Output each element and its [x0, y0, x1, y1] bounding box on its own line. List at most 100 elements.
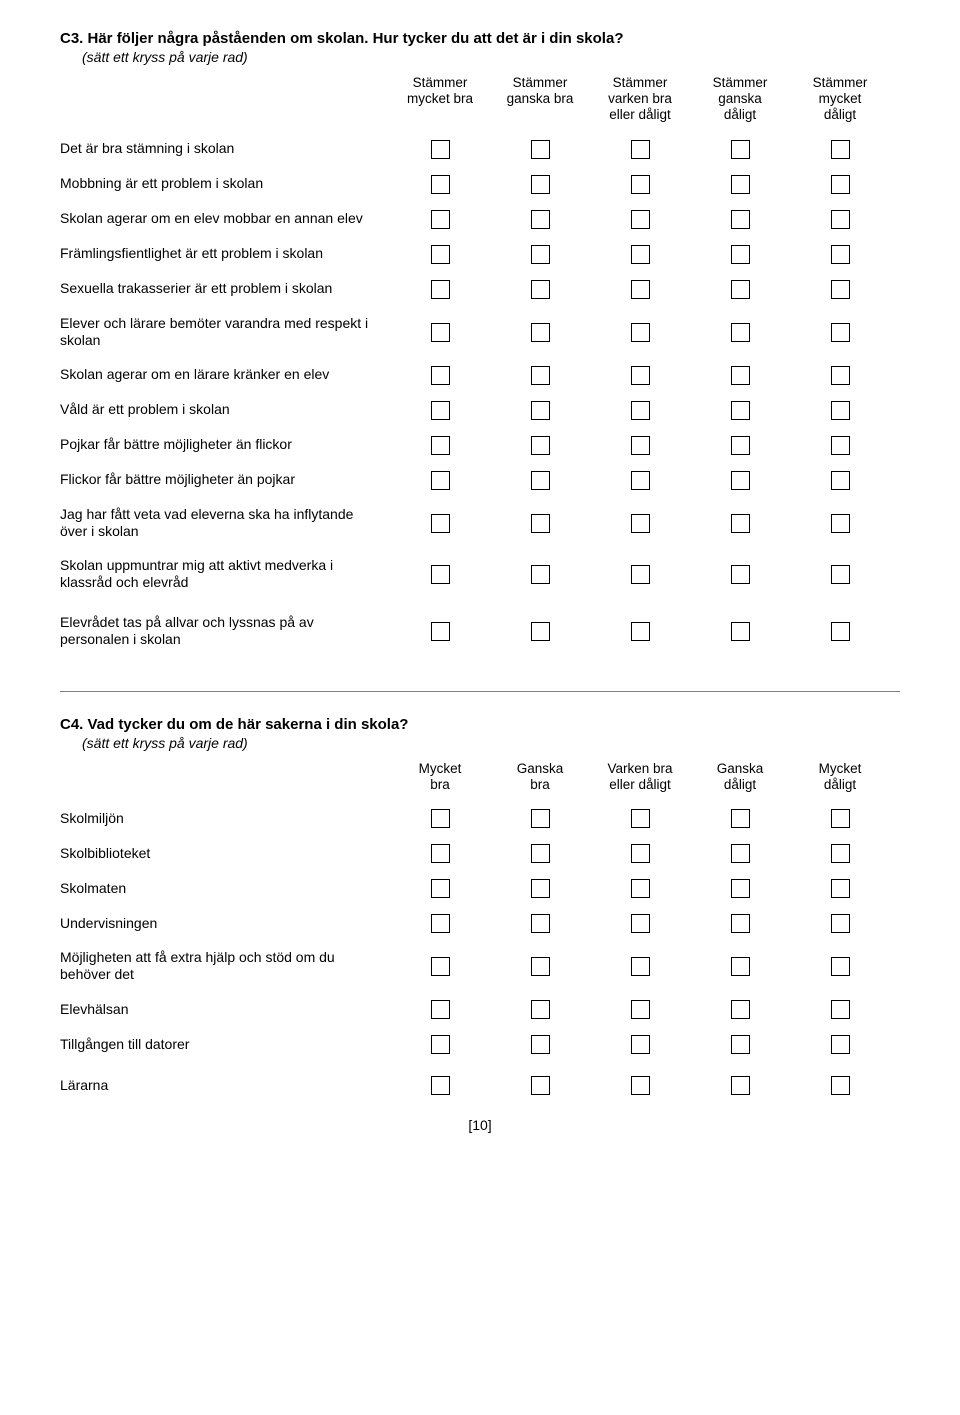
- checkbox[interactable]: [831, 622, 850, 641]
- checkbox[interactable]: [531, 514, 550, 533]
- checkbox[interactable]: [531, 622, 550, 641]
- checkbox[interactable]: [631, 366, 650, 385]
- checkbox[interactable]: [431, 957, 450, 976]
- checkbox[interactable]: [731, 957, 750, 976]
- checkbox[interactable]: [831, 1035, 850, 1054]
- checkbox[interactable]: [831, 366, 850, 385]
- checkbox[interactable]: [631, 1076, 650, 1095]
- checkbox[interactable]: [631, 323, 650, 342]
- checkbox[interactable]: [431, 436, 450, 455]
- checkbox[interactable]: [731, 1035, 750, 1054]
- checkbox[interactable]: [731, 914, 750, 933]
- checkbox[interactable]: [531, 471, 550, 490]
- checkbox[interactable]: [631, 809, 650, 828]
- checkbox[interactable]: [531, 914, 550, 933]
- checkbox[interactable]: [831, 323, 850, 342]
- checkbox[interactable]: [831, 175, 850, 194]
- checkbox[interactable]: [531, 140, 550, 159]
- checkbox[interactable]: [431, 914, 450, 933]
- checkbox[interactable]: [731, 140, 750, 159]
- checkbox[interactable]: [631, 957, 650, 976]
- checkbox[interactable]: [831, 957, 850, 976]
- checkbox[interactable]: [431, 514, 450, 533]
- checkbox[interactable]: [431, 401, 450, 420]
- checkbox[interactable]: [731, 366, 750, 385]
- checkbox[interactable]: [731, 879, 750, 898]
- checkbox[interactable]: [831, 245, 850, 264]
- checkbox[interactable]: [431, 622, 450, 641]
- checkbox[interactable]: [831, 401, 850, 420]
- checkbox[interactable]: [831, 1076, 850, 1095]
- checkbox[interactable]: [531, 323, 550, 342]
- checkbox[interactable]: [831, 280, 850, 299]
- checkbox[interactable]: [631, 280, 650, 299]
- checkbox[interactable]: [631, 622, 650, 641]
- checkbox[interactable]: [431, 809, 450, 828]
- checkbox[interactable]: [531, 809, 550, 828]
- checkbox[interactable]: [431, 210, 450, 229]
- checkbox[interactable]: [731, 844, 750, 863]
- checkbox[interactable]: [631, 844, 650, 863]
- checkbox[interactable]: [731, 565, 750, 584]
- checkbox[interactable]: [631, 914, 650, 933]
- checkbox[interactable]: [831, 140, 850, 159]
- checkbox[interactable]: [731, 436, 750, 455]
- checkbox[interactable]: [531, 1035, 550, 1054]
- checkbox[interactable]: [431, 879, 450, 898]
- checkbox[interactable]: [431, 844, 450, 863]
- checkbox[interactable]: [731, 1076, 750, 1095]
- checkbox[interactable]: [631, 879, 650, 898]
- checkbox[interactable]: [531, 565, 550, 584]
- checkbox[interactable]: [731, 280, 750, 299]
- checkbox[interactable]: [531, 957, 550, 976]
- checkbox[interactable]: [631, 210, 650, 229]
- checkbox[interactable]: [531, 210, 550, 229]
- checkbox[interactable]: [731, 622, 750, 641]
- checkbox[interactable]: [531, 1076, 550, 1095]
- checkbox[interactable]: [431, 1076, 450, 1095]
- checkbox[interactable]: [531, 280, 550, 299]
- checkbox[interactable]: [831, 471, 850, 490]
- checkbox[interactable]: [431, 140, 450, 159]
- checkbox[interactable]: [631, 1035, 650, 1054]
- checkbox[interactable]: [731, 401, 750, 420]
- checkbox[interactable]: [431, 323, 450, 342]
- checkbox[interactable]: [431, 366, 450, 385]
- checkbox[interactable]: [431, 280, 450, 299]
- checkbox[interactable]: [531, 879, 550, 898]
- checkbox[interactable]: [431, 175, 450, 194]
- checkbox[interactable]: [731, 175, 750, 194]
- checkbox[interactable]: [831, 436, 850, 455]
- checkbox[interactable]: [631, 565, 650, 584]
- checkbox[interactable]: [631, 436, 650, 455]
- checkbox[interactable]: [831, 844, 850, 863]
- checkbox[interactable]: [431, 1035, 450, 1054]
- checkbox[interactable]: [631, 514, 650, 533]
- checkbox[interactable]: [431, 565, 450, 584]
- checkbox[interactable]: [831, 565, 850, 584]
- checkbox[interactable]: [531, 401, 550, 420]
- checkbox[interactable]: [731, 210, 750, 229]
- checkbox[interactable]: [531, 175, 550, 194]
- checkbox[interactable]: [831, 809, 850, 828]
- checkbox[interactable]: [631, 245, 650, 264]
- checkbox[interactable]: [831, 514, 850, 533]
- checkbox[interactable]: [531, 436, 550, 455]
- checkbox[interactable]: [831, 1000, 850, 1019]
- checkbox[interactable]: [731, 245, 750, 264]
- checkbox[interactable]: [831, 879, 850, 898]
- checkbox[interactable]: [731, 514, 750, 533]
- checkbox[interactable]: [431, 245, 450, 264]
- checkbox[interactable]: [831, 914, 850, 933]
- checkbox[interactable]: [731, 1000, 750, 1019]
- checkbox[interactable]: [531, 245, 550, 264]
- checkbox[interactable]: [831, 210, 850, 229]
- checkbox[interactable]: [631, 471, 650, 490]
- checkbox[interactable]: [631, 1000, 650, 1019]
- checkbox[interactable]: [531, 844, 550, 863]
- checkbox[interactable]: [731, 471, 750, 490]
- checkbox[interactable]: [531, 1000, 550, 1019]
- checkbox[interactable]: [731, 323, 750, 342]
- checkbox[interactable]: [631, 401, 650, 420]
- checkbox[interactable]: [631, 140, 650, 159]
